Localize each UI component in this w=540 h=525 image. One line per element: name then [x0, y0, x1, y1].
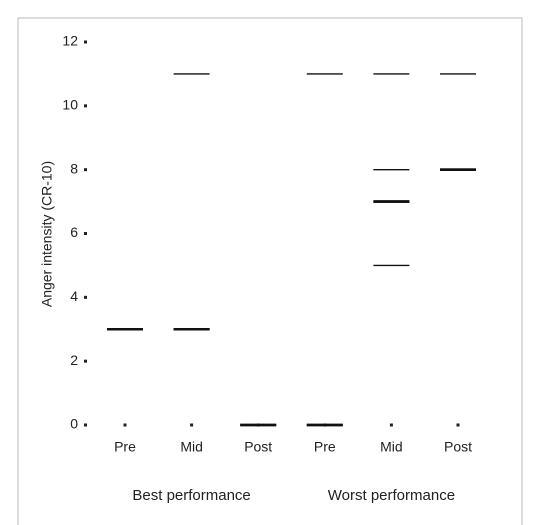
y-tick-label: 4: [70, 288, 78, 304]
x-tick: [456, 423, 460, 427]
y-tick-label: 6: [70, 224, 78, 240]
y-tick-label: 12: [62, 33, 78, 49]
group-label: Worst performance: [328, 487, 455, 504]
y-tick-label: 8: [70, 160, 78, 176]
x-tick-label: Pre: [114, 439, 136, 455]
frame: [17, 17, 523, 525]
x-tick-label: Post: [444, 439, 472, 455]
x-tick: [389, 423, 393, 427]
x-tick-label: Pre: [314, 439, 336, 455]
x-tick-label: Post: [244, 439, 272, 455]
x-tick-label: Mid: [180, 439, 203, 455]
y-tick-label: 10: [62, 97, 78, 113]
x-tick: [123, 423, 127, 427]
x-tick: [190, 423, 194, 427]
x-tick-label: Mid: [380, 439, 403, 455]
y-axis-label: Anger intensity (CR-10): [39, 161, 55, 307]
group-label: Best performance: [132, 487, 250, 504]
y-tick-label: 2: [70, 352, 78, 368]
y-tick-label: 0: [70, 416, 78, 432]
